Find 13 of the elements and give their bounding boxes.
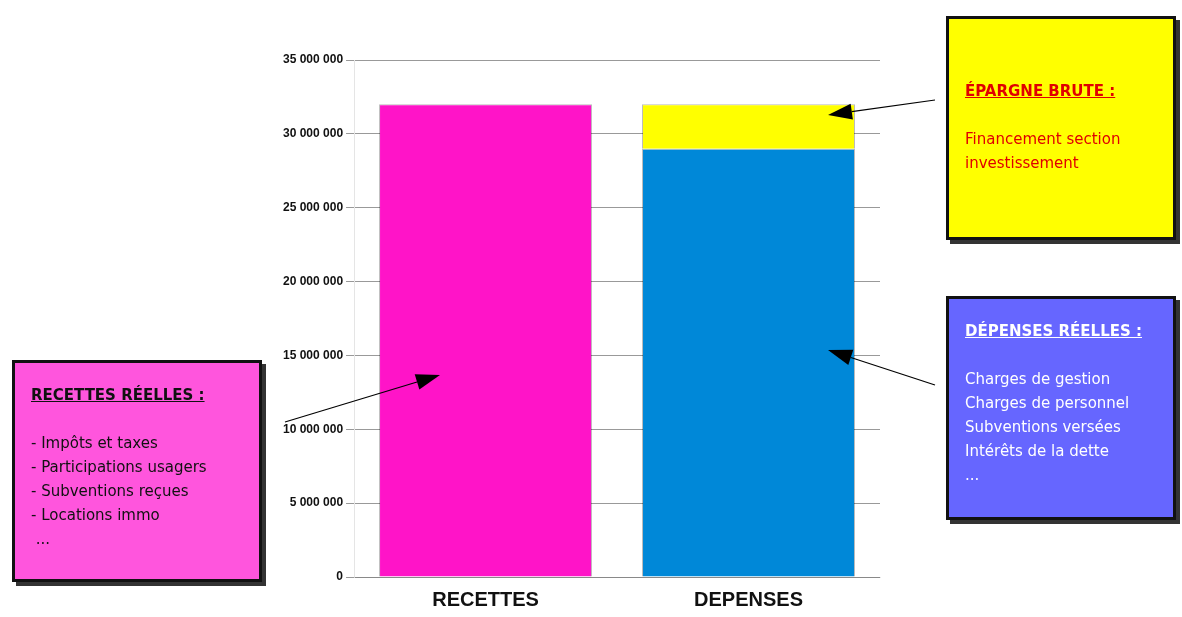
y-tick-label: 20 000 000 [283,273,344,288]
y-tick-label: 25 000 000 [283,200,344,215]
x-tick-label: RECETTES [432,587,539,610]
y-tick-label: 35 000 000 [283,52,344,67]
x-tick-label: DEPENSES [694,587,803,610]
text: ÉPARGNE BRUTE : Financement section investissement [965,82,1121,172]
y-tick-label: 10 000 000 [283,421,344,436]
text: RECETTES RÉELLES : - Impôts et taxes - Participations usagers - Subventions reçues - Locations immo ... [31,386,207,548]
y-tick-label: 30 000 000 [283,126,344,141]
text: DÉPENSES RÉELLES : Charges de gestion Charges de personnel Subventions versées Intérêts de la dette ... [965,322,1142,484]
y-tick-label: 15 000 000 [283,347,344,362]
y-tick-label: 0 [336,569,344,584]
y-tick-label: 5 000 000 [289,495,344,510]
